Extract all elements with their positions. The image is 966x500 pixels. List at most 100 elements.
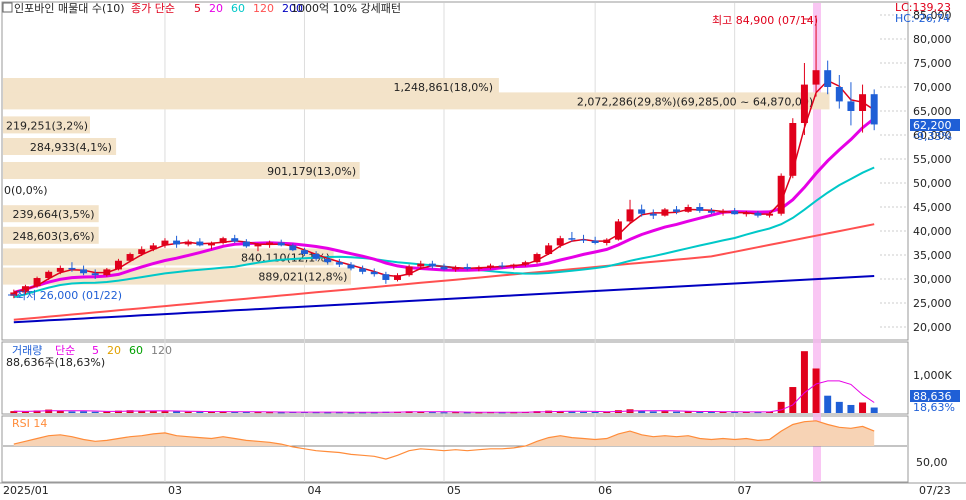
ma-legend-period: 5: [194, 2, 201, 15]
price-tick-label: 85,000: [913, 9, 952, 22]
volume-bar: [324, 412, 332, 414]
highlight-band: [813, 3, 821, 482]
candle-body: [126, 254, 134, 261]
candle-body: [719, 210, 727, 213]
candle-body: [405, 266, 413, 276]
price-tick-label: 80,000: [913, 33, 952, 46]
price-tag-change: -9,33%: [913, 130, 952, 143]
volume-bar: [731, 412, 739, 414]
volume-bar: [556, 411, 564, 413]
candle-body: [312, 254, 320, 259]
candle-body: [614, 221, 622, 240]
candle-body: [184, 241, 192, 245]
candle-body: [45, 271, 53, 279]
volume-bar: [242, 412, 250, 414]
volume-bar: [452, 412, 460, 414]
candle-body: [68, 267, 76, 270]
price-tick-label: 30,000: [913, 273, 952, 286]
moving-average-line: [13, 275, 875, 324]
candle-body: [149, 245, 157, 250]
candle-body: [80, 269, 88, 274]
low-annotation: 최저 26,000 (01/22): [16, 289, 122, 302]
volume-profile-label: 889,021(12,8%): [258, 271, 347, 284]
volume-bar: [231, 411, 239, 413]
ma-legend-period: 200: [282, 2, 303, 15]
candle-body: [824, 70, 832, 87]
volume-bar: [847, 404, 855, 413]
volume-bar: [684, 411, 692, 413]
candle-body: [196, 241, 204, 246]
volume-bar: [68, 411, 76, 413]
volume-tag-change: 18,63%: [913, 401, 955, 414]
volume-bar: [359, 412, 367, 414]
volume-profile-label: 2,072,286(29,8%)(69,285,00 ~ 64,870,00): [577, 95, 813, 108]
candle-body: [324, 258, 332, 263]
candle-body: [475, 267, 483, 269]
volume-bar: [219, 411, 227, 413]
volume-profile-bar: [3, 138, 117, 155]
candle-body: [812, 70, 820, 85]
candle-body: [359, 268, 367, 272]
ma-legend-label: 종가 단순: [131, 2, 175, 15]
candle-body: [266, 242, 274, 245]
candle-body: [440, 266, 448, 270]
candle-body: [33, 278, 41, 287]
candle-body: [533, 254, 541, 263]
candle-body: [661, 209, 669, 216]
candle-body: [242, 241, 250, 247]
volume-profile-bar: [3, 226, 99, 244]
volume-bar: [475, 412, 483, 414]
candle-body: [673, 209, 681, 212]
volume-bar: [161, 411, 169, 413]
volume-bar: [417, 411, 425, 413]
volume-bar: [568, 411, 576, 413]
volume-bar: [138, 410, 146, 413]
candlesticks[interactable]: [10, 15, 878, 299]
volume-ma-legend-period: 20: [107, 344, 121, 357]
candle-body: [545, 245, 553, 255]
volume-profile-bar: [3, 92, 830, 110]
price-tick-label: 20,000: [913, 321, 952, 334]
volume-bar: [207, 411, 215, 413]
rsi-area: [13, 420, 875, 446]
candle-body: [114, 260, 122, 270]
ma-legend-period: 120: [253, 2, 274, 15]
price-panel-frame: [1, 1, 909, 341]
candle-body: [754, 212, 762, 216]
candle-body: [335, 262, 343, 265]
candle-body: [626, 209, 634, 222]
volume-profile-label: 1,248,861(18,0%): [394, 81, 494, 94]
volume-tag-value: 88,636: [913, 390, 952, 403]
volume-bar: [254, 412, 262, 414]
volume-profile-label: 248,603(3,6%): [13, 230, 95, 243]
volume-ma-legend: 단순 5 20 60 120: [55, 344, 172, 357]
ma-legend: 종가 단순 5 20 60 120 200: [131, 2, 303, 15]
volume-bar: [591, 412, 599, 414]
chart-menu-icon[interactable]: [2, 2, 13, 13]
volume-bar: [603, 411, 611, 413]
candle-body: [463, 267, 471, 269]
price-tick-label: 25,000: [913, 297, 952, 310]
price-tick-label: 75,000: [913, 57, 952, 70]
x-tick-label: 03: [168, 484, 182, 497]
axis-labels: 85,000 80,000 75,000 70,000 65,000 60,000 55,0…: [3, 9, 952, 497]
volume-bar: [173, 411, 181, 413]
volume-profile-bar: [3, 248, 334, 266]
candle-body: [707, 210, 715, 213]
volume-bar: [196, 411, 204, 413]
candle-body: [161, 240, 169, 246]
volume-tick-label: 1,000K: [913, 369, 952, 382]
volume-profile-label: 901,179(13,0%): [267, 165, 356, 178]
volume-profile-bar: [3, 116, 90, 134]
volume-bars[interactable]: [10, 351, 878, 414]
volume-bar: [45, 409, 53, 413]
candle-body: [347, 264, 355, 269]
volume-bar: [428, 412, 436, 414]
candle-body: [370, 271, 378, 275]
candle-body: [487, 265, 494, 268]
candle-body: [231, 238, 239, 242]
volume-bar: [103, 411, 111, 413]
volume-bar: [649, 411, 657, 413]
volume-bar: [719, 411, 727, 413]
